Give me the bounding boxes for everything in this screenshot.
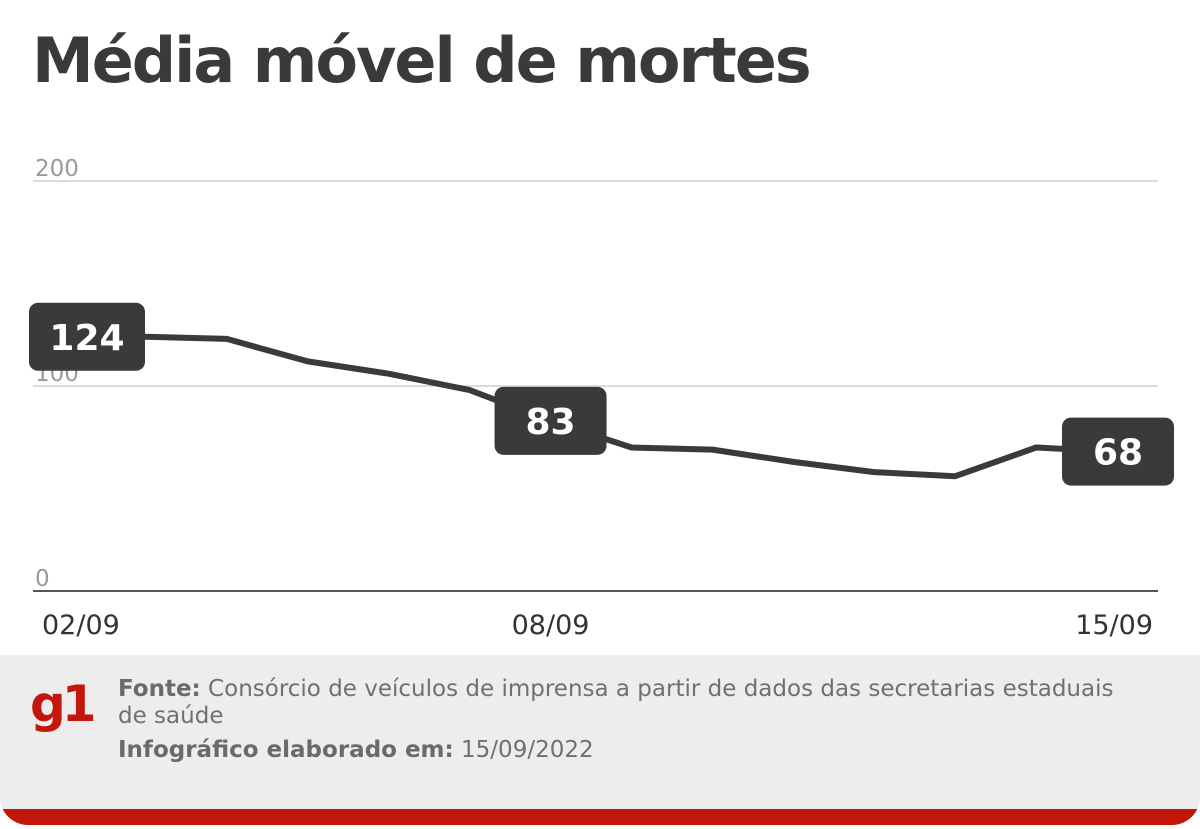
x-tick-label: 08/09 — [512, 610, 590, 641]
chart-title: Média móvel de mortes — [32, 24, 812, 97]
updated-date: 15/09/2022 — [453, 737, 594, 763]
data-label: 124 — [49, 318, 124, 359]
g1-logo: g1 — [30, 675, 97, 733]
data-label: 83 — [525, 402, 575, 443]
footer-accent-bar — [0, 809, 1200, 825]
data-label-badge — [1062, 417, 1174, 486]
updated-label: Infográfico elaborado em: — [118, 737, 454, 763]
source-note: Fonte: Consórcio de veículos de imprensa… — [118, 676, 1118, 730]
footer: g1 Fonte: Consórcio de veículos de impre… — [0, 655, 1200, 825]
y-tick-label: 200 — [35, 156, 79, 182]
data-label-badge — [494, 386, 607, 455]
source-label: Fonte: — [118, 676, 201, 702]
x-tick-label: 15/09 — [1075, 610, 1153, 641]
data-label-badge — [29, 302, 145, 371]
data-label: 68 — [1093, 433, 1143, 474]
x-tick-label: 02/09 — [42, 610, 120, 641]
source-text: Consórcio de veículos de imprensa a part… — [118, 676, 1114, 729]
y-tick-label: 0 — [35, 566, 50, 592]
updated-note: Infográfico elaborado em: 15/09/2022 — [118, 737, 594, 764]
